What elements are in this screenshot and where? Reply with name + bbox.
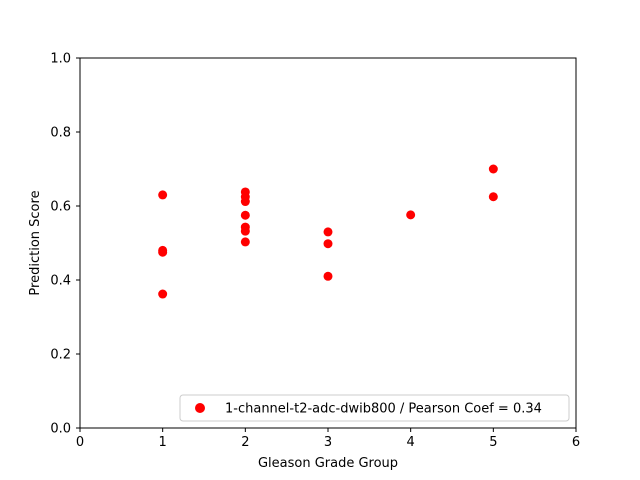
x-tick-label: 4	[407, 435, 415, 450]
x-tick-label: 1	[159, 435, 167, 450]
data-point	[240, 237, 250, 247]
x-tick-label: 6	[572, 435, 580, 450]
y-tick-label: 0.2	[50, 348, 71, 363]
x-tick-label: 3	[324, 435, 332, 450]
y-tick-label: 0.4	[50, 274, 71, 289]
data-point	[240, 210, 250, 220]
y-axis-label: Prediction Score	[28, 190, 43, 295]
legend: 1-channel-t2-adc-dwib800 / Pearson Coef …	[179, 394, 570, 422]
x-axis: 0 1 2 3 4 5 6	[76, 428, 580, 450]
data-point	[158, 247, 168, 257]
y-axis: 0.0 0.2 0.4 0.6 0.8 1.0	[50, 52, 80, 437]
data-point	[158, 289, 168, 299]
y-tick-label: 0.0	[50, 422, 71, 437]
data-point	[323, 239, 333, 249]
legend-marker	[195, 403, 205, 413]
data-point	[323, 271, 333, 281]
x-axis-label: Gleason Grade Group	[258, 456, 398, 471]
data-point	[240, 226, 250, 236]
x-tick-label: 2	[241, 435, 249, 450]
data-point	[158, 190, 168, 200]
x-tick-label: 5	[489, 435, 497, 450]
legend-box	[179, 394, 570, 422]
data-point	[240, 197, 250, 207]
data-point	[488, 192, 498, 202]
data-point	[323, 227, 333, 237]
y-tick-label: 0.8	[50, 126, 71, 141]
points-layer	[158, 164, 498, 299]
data-point	[488, 164, 498, 174]
data-point	[406, 210, 416, 220]
y-tick-label: 1.0	[50, 52, 71, 67]
y-tick-label: 0.6	[50, 200, 71, 215]
x-tick-label: 0	[76, 435, 84, 450]
legend-entry: 1-channel-t2-adc-dwib800 / Pearson Coef …	[225, 402, 542, 417]
